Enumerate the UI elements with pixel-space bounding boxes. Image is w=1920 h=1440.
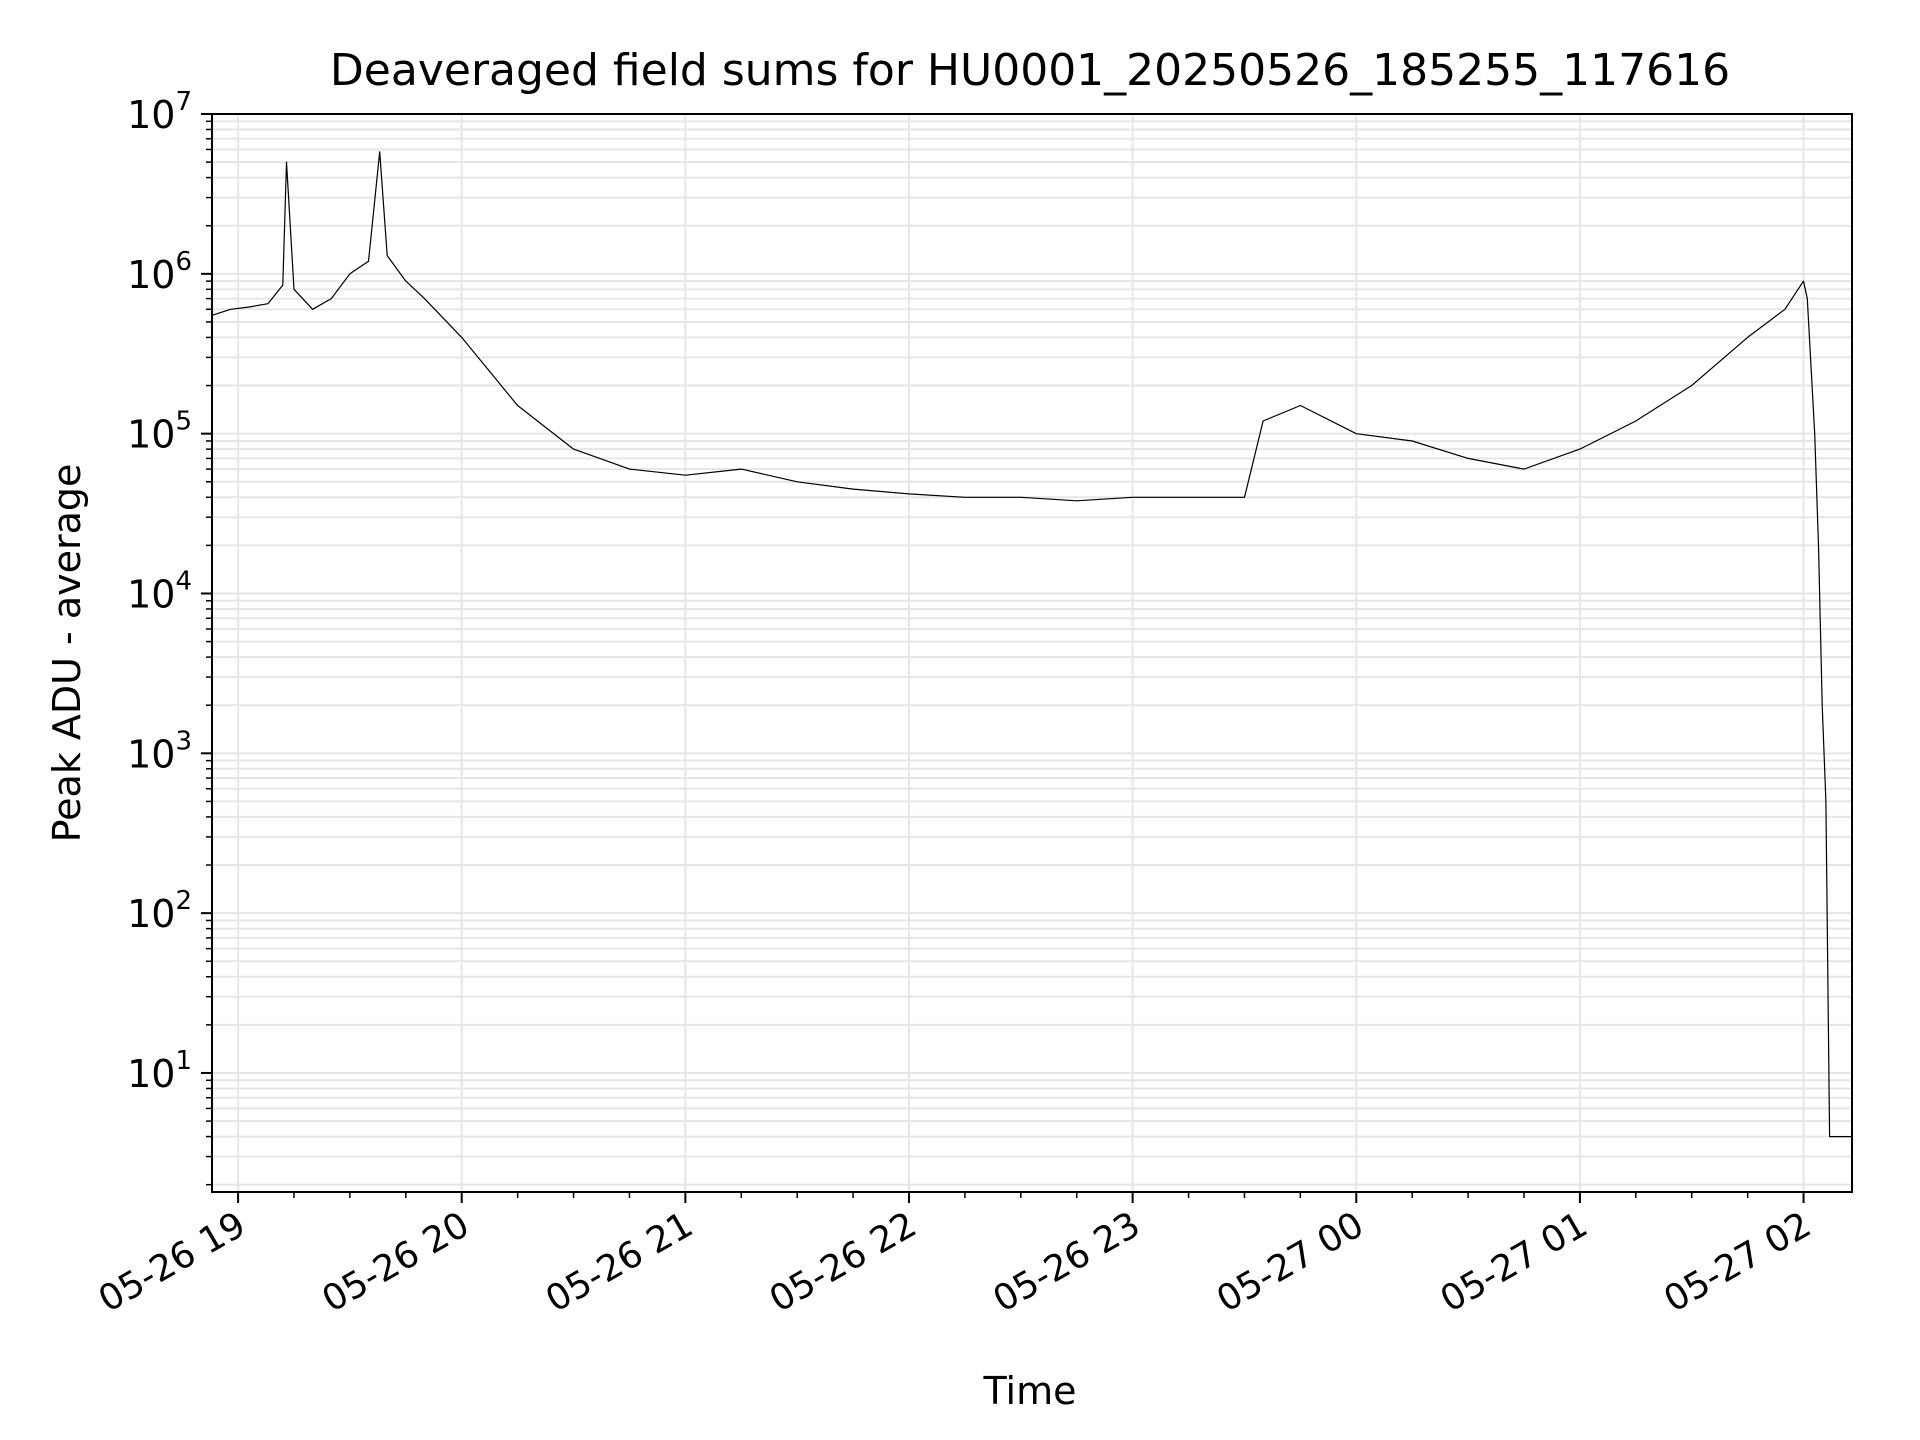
y-tick-label: 107 <box>127 87 192 137</box>
plot-frame <box>211 113 1853 1193</box>
y-tick-label: 103 <box>127 726 192 776</box>
y-tick-label: 106 <box>127 247 192 297</box>
y-tick-label: 101 <box>127 1046 192 1096</box>
chart-title: Deaveraged field sums for HU0001_2025052… <box>330 45 1730 96</box>
y-tick-label: 105 <box>127 407 192 457</box>
x-axis-label: Time <box>983 1369 1077 1413</box>
y-tick-label: 104 <box>127 566 192 616</box>
data-layer <box>211 151 1852 1138</box>
y-axis-label: Peak ADU - average <box>45 464 89 843</box>
y-tick-label: 102 <box>127 886 192 936</box>
series-line <box>211 151 1852 1138</box>
